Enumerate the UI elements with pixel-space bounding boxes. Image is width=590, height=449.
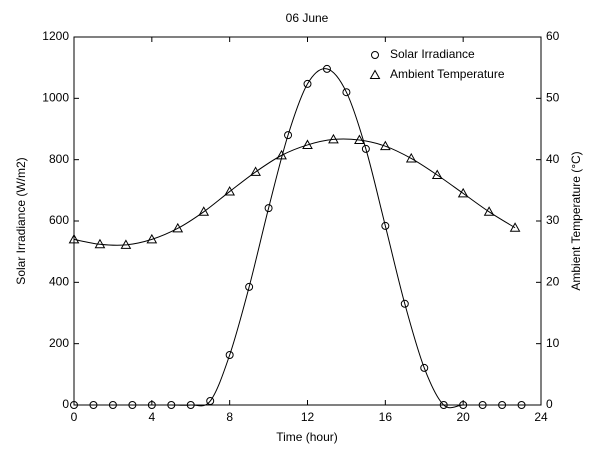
data-marker	[302, 139, 313, 149]
y2-tick-label: 60	[546, 29, 560, 43]
y-tick-label: 600	[49, 213, 69, 227]
data-marker	[361, 144, 370, 153]
x-tick-label: 24	[534, 410, 548, 424]
data-marker	[167, 401, 176, 409]
data-marker	[147, 401, 156, 409]
data-marker	[322, 64, 331, 73]
data-marker	[420, 363, 429, 372]
y2-tick-label: 10	[546, 336, 560, 350]
y2-tick-label: 0	[546, 397, 553, 411]
data-marker	[224, 186, 236, 196]
data-marker	[120, 239, 132, 249]
data-marker	[498, 401, 507, 409]
data-marker	[405, 152, 417, 163]
data-marker	[439, 401, 448, 409]
legend-marker	[371, 51, 379, 59]
data-marker	[250, 166, 261, 176]
data-marker	[206, 397, 215, 406]
data-marker	[379, 140, 391, 151]
data-marker	[284, 131, 293, 140]
y-tick-label: 0	[62, 397, 69, 411]
y-tick-label: 1200	[42, 29, 69, 43]
data-marker	[483, 206, 495, 216]
data-marker	[186, 401, 195, 409]
x-tick-label: 16	[379, 410, 393, 424]
series-line	[73, 138, 516, 246]
y2-tick-label: 30	[546, 213, 560, 227]
x-tick-label: 12	[301, 410, 315, 424]
legend-label: Ambient Temperature	[390, 67, 505, 81]
data-marker	[381, 221, 390, 230]
data-marker	[172, 222, 184, 233]
y-axis-label: Solar Irradiance (W/m2)	[14, 157, 28, 284]
data-marker	[68, 233, 80, 244]
data-marker	[225, 351, 234, 360]
legend-marker	[369, 69, 381, 79]
data-marker	[342, 88, 351, 97]
y-tick-label: 800	[49, 152, 69, 166]
data-marker	[276, 149, 287, 160]
series-line	[74, 68, 522, 409]
data-marker	[400, 299, 409, 308]
y-tick-label: 400	[49, 275, 69, 289]
data-marker	[108, 401, 117, 409]
x-tick-label: 20	[456, 410, 470, 424]
data-marker	[517, 401, 526, 409]
data-marker	[146, 233, 158, 244]
data-marker	[94, 238, 106, 249]
y2-axis-label: Ambient Temperature (°C)	[569, 151, 583, 290]
y2-tick-label: 40	[546, 152, 560, 166]
chart-title: 06 June	[286, 11, 329, 25]
legend-label: Solar Irradiance	[390, 47, 475, 61]
data-marker	[89, 401, 98, 409]
x-tick-label: 4	[148, 410, 155, 424]
data-marker	[264, 204, 273, 213]
x-tick-label: 8	[226, 410, 233, 424]
data-marker	[431, 169, 443, 179]
data-marker	[354, 134, 365, 145]
data-marker	[328, 133, 339, 144]
data-marker	[198, 206, 210, 216]
data-marker	[128, 401, 137, 409]
data-marker	[245, 282, 254, 291]
data-marker	[459, 401, 468, 409]
data-marker	[70, 401, 78, 409]
y-tick-label: 200	[49, 336, 69, 350]
y-tick-label: 1000	[42, 91, 69, 105]
data-marker	[509, 222, 521, 232]
data-marker	[457, 187, 469, 198]
plot-frame	[73, 36, 542, 406]
data-marker	[303, 79, 312, 88]
data-marker	[478, 401, 487, 409]
y2-tick-label: 50	[546, 91, 560, 105]
y2-tick-label: 20	[546, 275, 560, 289]
x-axis-label: Time (hour)	[276, 430, 338, 444]
x-tick-label: 0	[71, 410, 78, 424]
